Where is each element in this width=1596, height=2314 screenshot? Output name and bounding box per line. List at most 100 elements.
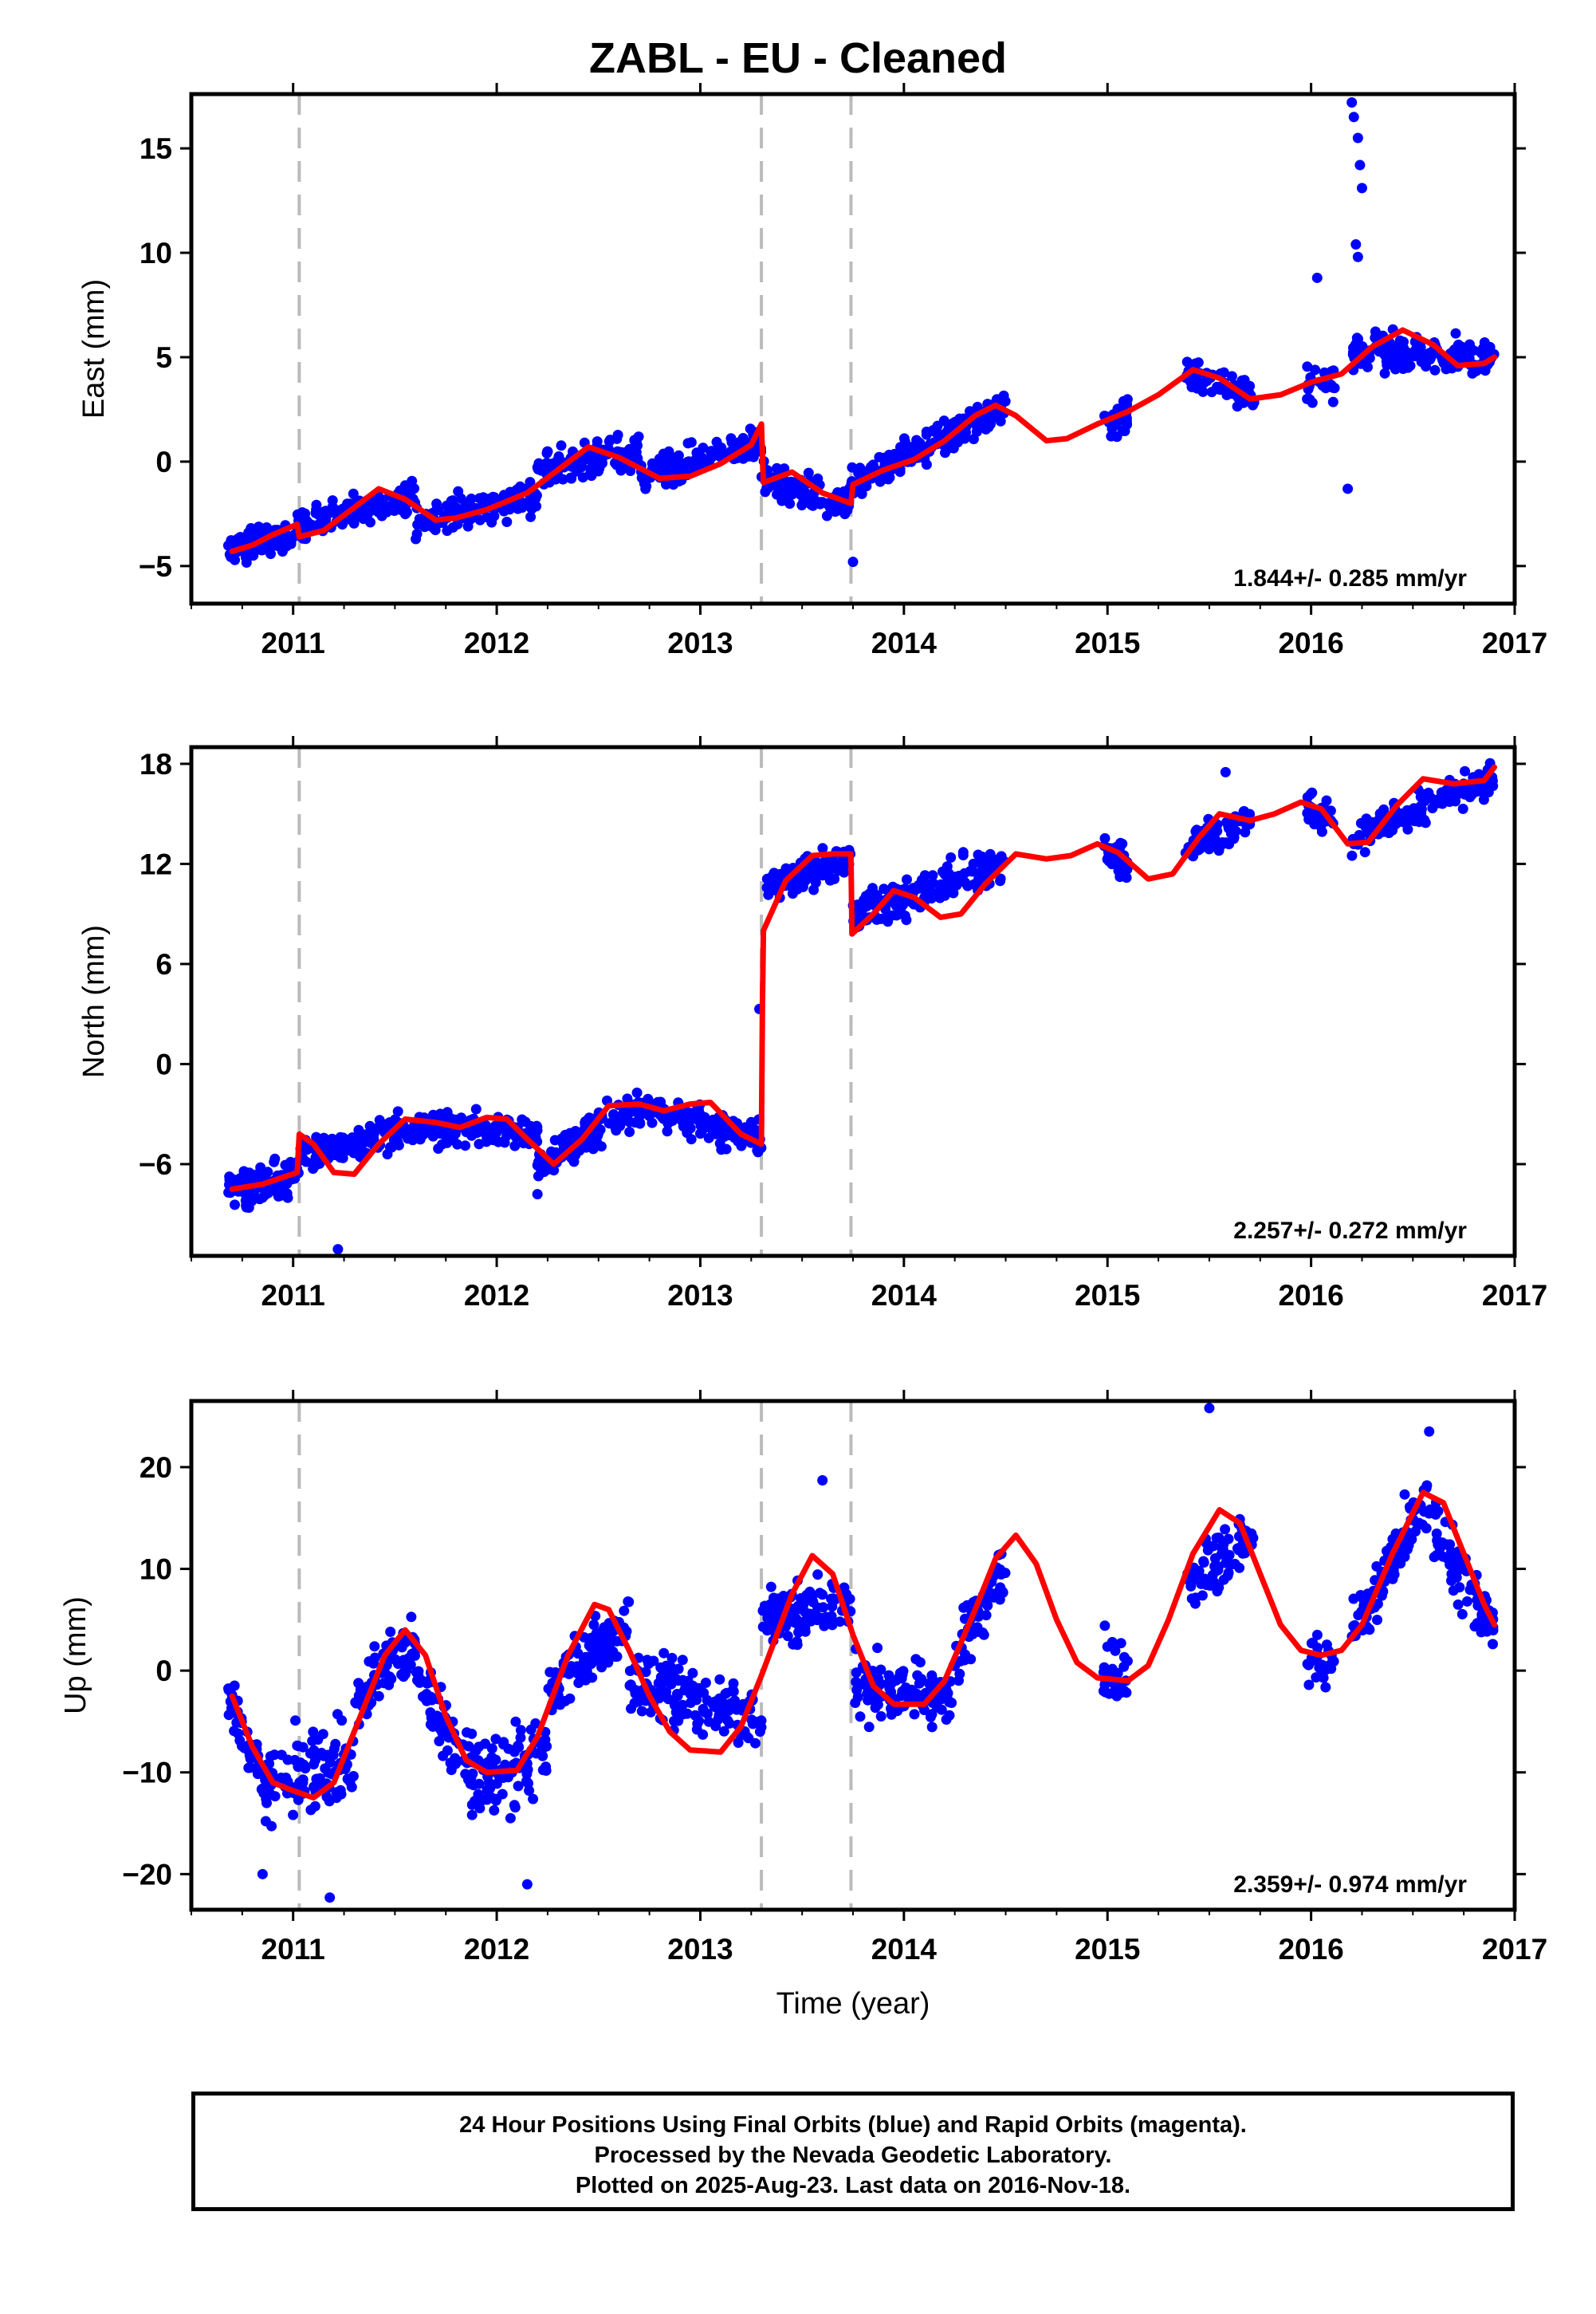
observation-point <box>577 472 588 483</box>
observation-point <box>872 1643 883 1654</box>
footer-line-1: 24 Hour Positions Using Final Orbits (bl… <box>459 2112 1247 2138</box>
observation-point <box>261 1797 272 1808</box>
observation-point <box>348 488 359 499</box>
observation-point <box>852 1691 863 1702</box>
observation-point <box>981 1610 992 1621</box>
observation-point <box>631 1087 643 1098</box>
observation-point <box>1402 358 1413 369</box>
observation-point <box>1419 1506 1429 1517</box>
observation-point <box>686 1134 697 1145</box>
observation-point <box>723 1127 734 1139</box>
observation-point <box>942 883 953 894</box>
observation-point <box>513 1781 524 1792</box>
observation-point <box>1395 347 1406 358</box>
observation-point <box>531 501 542 512</box>
observation-point <box>430 525 441 536</box>
observation-point <box>927 870 938 881</box>
observation-point <box>391 502 402 513</box>
observation-point <box>902 874 912 885</box>
observation-point <box>556 1133 568 1144</box>
observation-point <box>541 458 552 469</box>
observation-point <box>1457 803 1468 814</box>
observation-point <box>467 1768 478 1779</box>
observation-point <box>835 864 847 875</box>
observation-point <box>486 1743 497 1754</box>
observation-point <box>588 462 599 473</box>
observation-point <box>328 1743 340 1754</box>
observation-point <box>995 876 1006 887</box>
observation-point <box>957 847 969 858</box>
observation-point <box>355 1143 366 1155</box>
y-tick-label: 10 <box>140 237 172 270</box>
observation-point <box>698 1729 709 1740</box>
observation-point <box>229 1726 240 1737</box>
observation-point <box>798 1594 809 1604</box>
observation-point <box>456 1112 467 1124</box>
observation-point <box>693 1115 704 1126</box>
observation-point <box>812 473 824 484</box>
observation-point <box>437 1139 447 1150</box>
y-tick-label: 12 <box>140 848 172 880</box>
observation-point <box>1342 483 1354 494</box>
observation-point <box>256 1168 267 1179</box>
observation-point <box>1209 1553 1221 1564</box>
observation-point <box>1204 1403 1215 1414</box>
observation-point <box>501 517 513 527</box>
observation-point <box>241 557 252 568</box>
observation-point <box>1346 850 1358 861</box>
observation-point <box>574 1668 585 1679</box>
observation-point <box>1394 817 1404 828</box>
observation-point <box>406 1612 417 1623</box>
x-tick-label: 2013 <box>667 627 733 659</box>
observation-point <box>669 1698 680 1709</box>
observation-point <box>1350 239 1362 250</box>
observation-point <box>489 1804 500 1816</box>
observation-point <box>745 423 756 435</box>
observation-point <box>612 430 623 440</box>
observation-point <box>898 1687 910 1698</box>
observation-point <box>1484 344 1496 356</box>
observation-point <box>1241 380 1252 391</box>
observation-point <box>532 1189 543 1200</box>
observation-point <box>1186 1593 1197 1604</box>
observation-point <box>855 1711 866 1722</box>
observation-point <box>557 474 568 485</box>
observation-point <box>1391 356 1402 368</box>
observation-point <box>452 518 463 529</box>
observation-point <box>1111 431 1122 443</box>
observation-point <box>1354 159 1366 171</box>
observation-point <box>862 1688 873 1699</box>
observation-point <box>1479 337 1490 348</box>
observation-point <box>1452 1566 1463 1577</box>
plot-frame <box>189 92 1517 606</box>
observation-point <box>827 1617 839 1628</box>
observation-point <box>1214 382 1225 393</box>
observation-point <box>435 1724 446 1735</box>
observation-point <box>921 459 932 470</box>
observation-point <box>364 1656 375 1667</box>
y-tick-label: 0 <box>155 446 172 478</box>
observation-point <box>637 1693 648 1704</box>
observation-point <box>1240 827 1251 838</box>
y-tick-label: 20 <box>140 1451 172 1484</box>
observation-point <box>314 518 325 529</box>
observation-point <box>421 1689 432 1699</box>
observation-point <box>772 1593 784 1604</box>
observation-point <box>897 1669 908 1680</box>
observation-point <box>1469 1621 1480 1632</box>
observation-point <box>242 1190 253 1201</box>
observation-point <box>226 540 237 550</box>
observation-point <box>301 523 312 534</box>
observation-point <box>1197 386 1209 397</box>
observation-point <box>257 523 267 534</box>
observation-point <box>667 1116 678 1126</box>
observation-point <box>1450 328 1461 339</box>
observation-point <box>988 1588 999 1600</box>
observation-point <box>407 475 418 486</box>
observation-point <box>269 1153 281 1164</box>
observation-point <box>379 1678 390 1689</box>
observation-point <box>462 521 474 532</box>
observation-point <box>265 549 276 560</box>
observation-point <box>1379 368 1390 379</box>
observation-point <box>812 1569 824 1580</box>
